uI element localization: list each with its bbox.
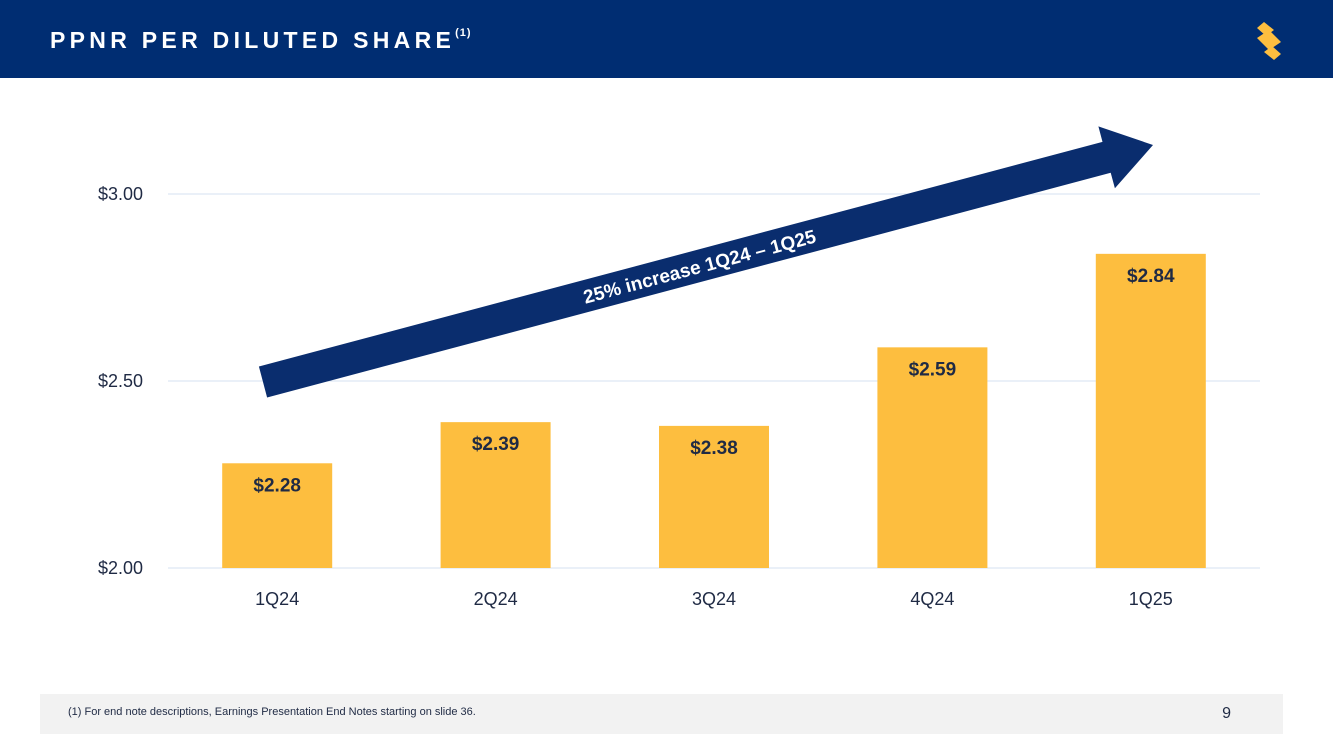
page-number: 9 <box>1222 705 1231 722</box>
bar <box>659 425 769 568</box>
page-title: PPNR PER DILUTED SHARE(1) <box>50 27 472 54</box>
bar-value-label: $2.84 <box>1127 266 1175 287</box>
x-tick-label: 1Q25 <box>1129 589 1173 609</box>
trend-arrow <box>258 126 1153 398</box>
title-footnote-marker: (1) <box>455 27 472 40</box>
bar-chart: $2.00 $2.50 $3.00 $2.28 1Q24 $2.39 2Q24 $2.38 3Q… <box>98 126 1260 609</box>
bar <box>222 463 333 568</box>
page-title-text: PPNR PER DILUTED SHARE <box>50 27 456 53</box>
x-tick-label: 4Q24 <box>910 589 954 609</box>
y-tick-label: $2.50 <box>98 371 143 391</box>
bar-value-label: $2.28 <box>253 475 301 496</box>
bar-value-label: $2.59 <box>909 359 957 380</box>
bar-value-label: $2.39 <box>472 434 520 455</box>
x-tick-label: 1Q24 <box>255 589 299 609</box>
header-bar: PPNR PER DILUTED SHARE(1) <box>0 0 1333 78</box>
y-tick-label: $3.00 <box>98 184 143 204</box>
y-tick-label: $2.00 <box>98 558 143 578</box>
bar-value-label: $2.38 <box>690 438 738 459</box>
bar <box>440 422 551 568</box>
trend-annotation: 25% increase 1Q24 – 1Q25 <box>581 226 819 308</box>
x-tick-label: 2Q24 <box>474 589 518 609</box>
x-tick-label: 3Q24 <box>692 589 736 609</box>
brand-s-logo-icon <box>1257 22 1281 60</box>
footer-bar: (1) For end note descriptions, Earnings … <box>40 694 1283 734</box>
footnote: (1) For end note descriptions, Earnings … <box>68 706 476 718</box>
bar <box>877 347 988 568</box>
bar <box>1095 253 1206 568</box>
